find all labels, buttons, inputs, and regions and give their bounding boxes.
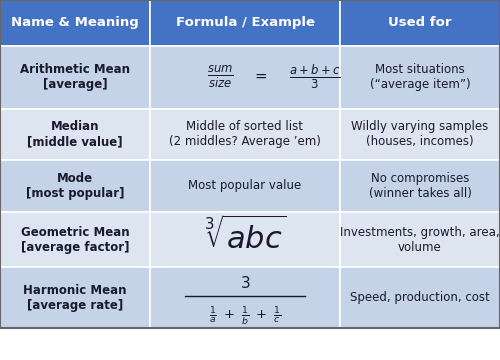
Bar <box>340 46 500 109</box>
Bar <box>150 212 340 267</box>
Text: Used for: Used for <box>388 16 452 30</box>
Text: Mode
[most popular]: Mode [most popular] <box>26 172 124 200</box>
Text: Name & Meaning: Name & Meaning <box>11 16 139 30</box>
Text: Investments, growth, area,
volume: Investments, growth, area, volume <box>340 226 500 253</box>
Text: Median
[middle value]: Median [middle value] <box>27 121 123 148</box>
Bar <box>0 46 150 109</box>
Text: No compromises
(winner takes all): No compromises (winner takes all) <box>368 172 472 200</box>
Text: Wildly varying samples
(houses, incomes): Wildly varying samples (houses, incomes) <box>352 121 488 148</box>
Bar <box>150 160 340 212</box>
Text: $=$: $=$ <box>252 68 268 83</box>
Bar <box>0 0 150 46</box>
Bar <box>340 267 500 328</box>
Text: Arithmetic Mean
[average]: Arithmetic Mean [average] <box>20 63 130 91</box>
Text: $\frac{1}{a}\ +\ \frac{1}{b}\ +\ \frac{1}{c}$: $\frac{1}{a}\ +\ \frac{1}{b}\ +\ \frac{1… <box>208 304 282 327</box>
Bar <box>0 109 150 160</box>
Bar <box>150 267 340 328</box>
Bar <box>340 0 500 46</box>
Text: $3$: $3$ <box>240 275 250 291</box>
Text: Speed, production, cost: Speed, production, cost <box>350 291 490 304</box>
Bar <box>150 46 340 109</box>
Text: Middle of sorted list
(2 middles? Average ’em): Middle of sorted list (2 middles? Averag… <box>169 121 321 148</box>
Text: Harmonic Mean
[average rate]: Harmonic Mean [average rate] <box>23 284 127 311</box>
Text: Formula / Example: Formula / Example <box>176 16 314 30</box>
Text: Most popular value: Most popular value <box>188 179 302 193</box>
Bar <box>340 160 500 212</box>
Text: $\sqrt[3]{\mathit{abc}}$: $\sqrt[3]{\mathit{abc}}$ <box>204 216 286 256</box>
Bar <box>0 160 150 212</box>
Text: Geometric Mean
[average factor]: Geometric Mean [average factor] <box>20 226 130 253</box>
Bar <box>340 212 500 267</box>
Bar <box>0 212 150 267</box>
Text: $\frac{\mathit{sum}}{\mathit{size}}$: $\frac{\mathit{sum}}{\mathit{size}}$ <box>206 64 234 90</box>
Text: Most situations
(“average item”): Most situations (“average item”) <box>370 63 470 91</box>
Bar <box>340 109 500 160</box>
Bar <box>150 109 340 160</box>
Bar <box>150 0 340 46</box>
Text: $\frac{\mathit{a}+\mathit{b}+\mathit{c}}{3}$: $\frac{\mathit{a}+\mathit{b}+\mathit{c}}… <box>290 63 341 91</box>
Bar <box>0 267 150 328</box>
